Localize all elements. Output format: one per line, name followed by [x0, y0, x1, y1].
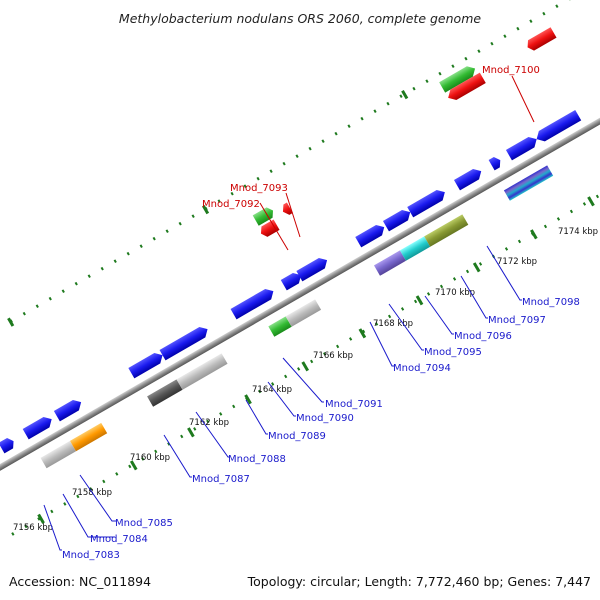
tick-label-7174: 7174 kbp [558, 227, 598, 237]
inner-tick-row [11, 153, 600, 536]
gene-blue-10 [382, 209, 411, 232]
gene-blue-13 [488, 156, 501, 171]
gene-7085-gray [40, 440, 77, 469]
gene-7092-red [260, 219, 280, 237]
gene-blue-8 [296, 257, 328, 282]
gene-7100-red [448, 72, 486, 101]
tick-label-7162: 7162 kbp [189, 418, 229, 428]
tick-label-7160: 7160 kbp [130, 453, 170, 463]
gene-7090-green [268, 316, 292, 337]
gene-7096-olive [424, 214, 469, 247]
tick-label-7170: 7170 kbp [435, 288, 475, 298]
gene-blue-5 [159, 326, 208, 361]
gene-7095-cyan [399, 236, 431, 261]
label-mnod-7098: Mnod_7098 [522, 297, 580, 308]
genome-summary-text: Topology: circular; Length: 7,772,460 bp… [247, 574, 591, 589]
gene-7098-stripe [503, 165, 554, 201]
label-mnod-7090: Mnod_7090 [296, 413, 354, 424]
genes-reverse-lower [40, 165, 554, 469]
label-mnod-7085: Mnod_7085 [115, 518, 173, 529]
gene-blue-7 [280, 272, 302, 291]
gene-rev-blue-2 [536, 109, 582, 142]
label-mnod-7091: Mnod_7091 [325, 399, 383, 410]
genome-backbone [0, 91, 600, 487]
genome-track [0, 0, 600, 536]
gene-7084-orange [70, 422, 108, 452]
label-mnod-7094: Mnod_7094 [393, 363, 451, 374]
tick-label-7166: 7166 kbp [313, 351, 353, 361]
gene-labels: Mnod_7083 Mnod_7084 Mnod_7085 Mnod_7087 … [62, 65, 580, 561]
gene-blue-11 [407, 189, 445, 218]
gene-7088-dark [147, 379, 183, 407]
tick-label-7172: 7172 kbp [497, 257, 537, 267]
gene-blue-4 [128, 352, 163, 379]
gene-7094-purple [373, 250, 406, 276]
tick-label-7164: 7164 kbp [252, 385, 292, 395]
gene-blue-2 [22, 416, 52, 440]
label-mnod-7092: Mnod_7092 [202, 199, 260, 210]
label-mnod-7095: Mnod_7095 [424, 347, 482, 358]
tick-label-7168: 7168 kbp [373, 319, 413, 329]
genes-upper-floating [252, 27, 557, 237]
gene-blue-12 [453, 168, 482, 191]
label-mnod-7087: Mnod_7087 [192, 474, 250, 485]
gene-blue-6 [230, 288, 274, 320]
gene-blue-3 [53, 399, 82, 422]
gene-blue-9 [355, 224, 385, 248]
gene-7093-green [252, 207, 274, 226]
major-ticks [7, 89, 595, 524]
map-title: Methylobacterium nodulans ORS 2060, comp… [119, 11, 481, 26]
label-mnod-7096: Mnod_7096 [454, 331, 512, 342]
label-mnod-7097: Mnod_7097 [488, 315, 546, 326]
label-mnod-7100: Mnod_7100 [482, 65, 540, 76]
gene-blue-14 [505, 136, 537, 161]
genes-reverse-blue [536, 109, 582, 142]
accession-text: Accession: NC_011894 [9, 574, 151, 589]
label-mnod-7093: Mnod_7093 [230, 183, 288, 194]
label-leaders [43, 75, 535, 551]
gene-7088-gray [176, 353, 228, 390]
genes-forward-upper [0, 136, 537, 454]
tick-label-7156: 7156 kbp [13, 523, 53, 533]
label-mnod-7088: Mnod_7088 [228, 454, 286, 465]
gene-7090-gray [285, 299, 322, 327]
gene-red-small [282, 202, 293, 215]
label-mnod-7083: Mnod_7083 [62, 550, 120, 561]
gene-pink-edge [527, 27, 557, 51]
gene-blue-1 [0, 437, 14, 454]
gene-7100-green [439, 66, 476, 93]
label-mnod-7084: Mnod_7084 [90, 534, 148, 545]
label-mnod-7089: Mnod_7089 [268, 431, 326, 442]
